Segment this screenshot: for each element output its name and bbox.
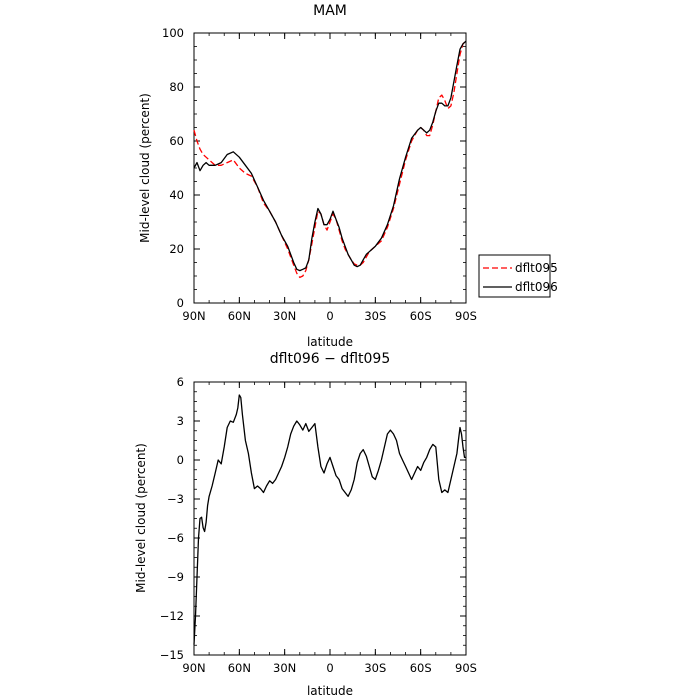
top-y-tick-label: 60 — [169, 134, 184, 148]
bottom-chart-title: dflt096 − dflt095 — [270, 351, 390, 367]
bottom-x-tick-label: 90N — [182, 661, 205, 675]
top-x-tick-label: 60N — [228, 309, 251, 323]
top-y-tick-label: 40 — [169, 188, 184, 202]
legend-label-dflt096: dflt096 — [515, 280, 558, 294]
bottom-x-tick-label: 30S — [364, 661, 386, 675]
top-x-tick-label: 60S — [410, 309, 432, 323]
top-chart-frame — [193, 32, 467, 304]
bottom-x-tick-label: 60N — [228, 661, 251, 675]
top-x-tick-label: 0 — [326, 309, 333, 323]
top-x-tick-label: 90S — [455, 309, 477, 323]
bottom-y-tick-label: 0 — [177, 453, 184, 467]
bottom-x-tick-label: 30N — [273, 661, 296, 675]
bottom-chart-ylabel: Mid-level cloud (percent) — [134, 443, 148, 593]
bottom-series-line-difference — [193, 394, 466, 645]
top-series-line-dflt096 — [193, 40, 467, 272]
bottom-y-tick-label: −12 — [160, 609, 184, 623]
top-x-tick-label: 30S — [364, 309, 386, 323]
bottom-y-tick-label: −3 — [167, 492, 184, 506]
top-chart-legend: dflt095 dflt096 — [478, 254, 558, 298]
top-y-tick-label: 20 — [169, 242, 184, 256]
bottom-chart-xlabel: latitude — [307, 684, 353, 698]
top-chart-ylabel: Mid-level cloud (percent) — [138, 93, 152, 243]
top-chart-title: MAM — [313, 3, 347, 19]
top-y-tick-label: 0 — [177, 296, 184, 310]
bottom-x-tick-label: 60S — [410, 661, 432, 675]
bottom-y-tick-label: 6 — [177, 375, 184, 389]
bottom-y-tick-label: −6 — [167, 531, 184, 545]
top-series-line-dflt095 — [193, 40, 467, 279]
bottom-chart-plot-area: 90N 60N 30N 0 30S 60S 90S 6 3 0 −3 −6 −9 −12 −15 — [160, 375, 477, 675]
top-y-tick-label: 100 — [162, 26, 184, 40]
top-y-tick-label: 80 — [169, 80, 184, 94]
bottom-x-tick-label: 90S — [455, 661, 477, 675]
bottom-y-tick-label: −9 — [167, 570, 184, 584]
top-chart-xlabel: latitude — [307, 335, 353, 349]
bottom-x-tick-label: 0 — [326, 661, 333, 675]
top-x-tick-label: 30N — [273, 309, 296, 323]
top-x-tick-label: 90N — [182, 309, 205, 323]
bottom-y-tick-label: −15 — [160, 648, 184, 662]
legend-box — [478, 254, 551, 298]
legend-label-dflt095: dflt095 — [515, 261, 558, 275]
bottom-chart-frame — [193, 381, 467, 656]
top-chart-plot-area: 90N 60N 30N 0 30S 60S 90S 0 20 40 60 80 100 — [162, 26, 477, 323]
bottom-y-tick-label: 3 — [177, 414, 184, 428]
